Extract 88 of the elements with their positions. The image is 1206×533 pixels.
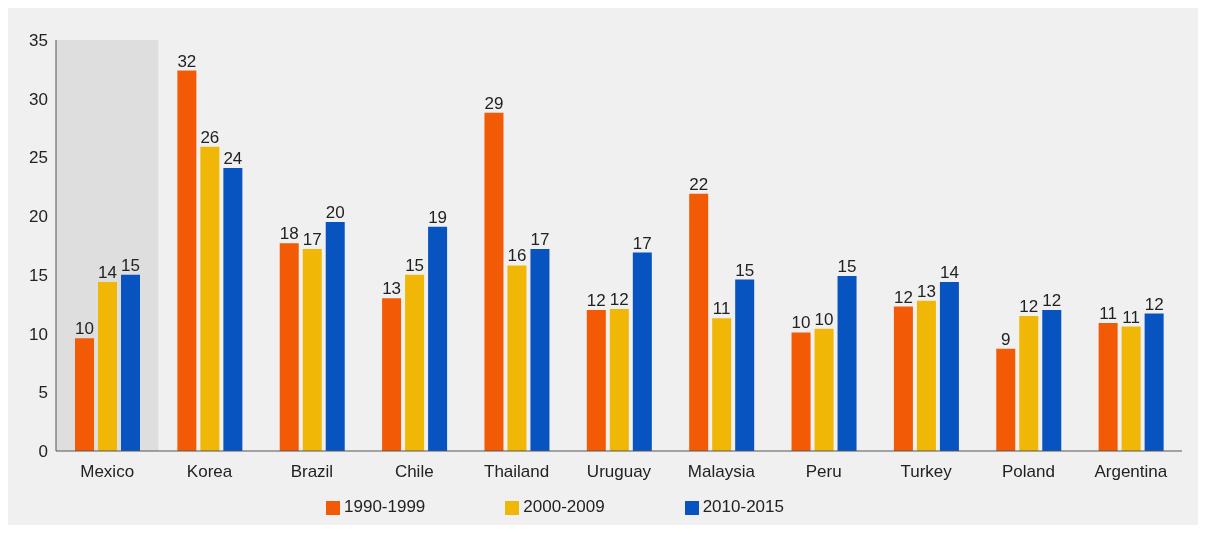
legend-label: 2010-2015 — [702, 497, 784, 516]
bar — [1042, 310, 1062, 451]
bar — [177, 70, 197, 451]
bar — [75, 338, 94, 451]
bar — [609, 308, 629, 451]
data-label: 14 — [939, 262, 959, 282]
data-label: 12 — [609, 289, 629, 309]
y-tick-label: 35 — [29, 31, 48, 51]
y-tick-label: 0 — [38, 442, 48, 462]
bar — [916, 300, 936, 451]
data-label: 12 — [1042, 291, 1062, 311]
data-label: 12 — [1144, 294, 1164, 314]
data-label: 11 — [1122, 307, 1140, 327]
data-label: 10 — [814, 309, 834, 329]
legend-label: 2000-2009 — [523, 497, 605, 516]
data-label: 14 — [98, 262, 117, 282]
bar — [279, 243, 299, 451]
data-label: 17 — [530, 230, 550, 250]
bar — [586, 310, 606, 451]
data-label: 17 — [302, 230, 322, 250]
bar — [893, 306, 913, 451]
bar — [791, 332, 811, 451]
data-label: 12 — [893, 287, 913, 307]
x-tick-label: Mexico — [80, 462, 135, 482]
bar — [507, 265, 527, 451]
data-label: 12 — [1019, 296, 1039, 316]
data-label: 32 — [177, 51, 197, 71]
data-label: 26 — [200, 127, 220, 147]
x-tick-label: Thailand — [484, 462, 550, 482]
bar — [837, 276, 857, 451]
bar — [996, 348, 1016, 451]
x-tick-label: Chile — [394, 462, 434, 482]
data-label: 17 — [632, 233, 652, 253]
data-label: 10 — [75, 319, 94, 339]
bar — [1098, 323, 1118, 451]
data-label: 15 — [121, 255, 140, 275]
y-tick-label: 15 — [29, 265, 48, 285]
y-tick-label: 10 — [29, 324, 48, 344]
x-tick-label: Argentina — [1094, 462, 1168, 482]
data-label: 19 — [428, 207, 448, 227]
bar — [302, 249, 322, 451]
y-tick-label: 20 — [29, 207, 48, 227]
data-label: 11 — [1099, 304, 1117, 323]
data-label: 16 — [507, 246, 527, 266]
x-tick-label: Korea — [186, 462, 233, 482]
bar — [428, 226, 448, 451]
legend-label: 1990-1999 — [344, 497, 426, 516]
bar — [530, 249, 550, 451]
bar — [382, 298, 402, 451]
x-tick-label: Peru — [805, 462, 842, 482]
data-label: 15 — [735, 260, 755, 280]
bar — [712, 318, 732, 451]
bar — [939, 281, 959, 451]
y-tick-label: 5 — [38, 383, 48, 403]
data-label: 22 — [689, 174, 709, 194]
data-label: 10 — [791, 313, 811, 333]
bar — [325, 222, 345, 451]
bar — [814, 328, 834, 451]
data-label: 29 — [484, 93, 504, 113]
bar — [121, 274, 140, 451]
bar — [1019, 315, 1039, 451]
bar — [632, 252, 652, 451]
bar — [484, 112, 504, 451]
y-tick-label: 25 — [29, 148, 48, 168]
bar — [1144, 313, 1164, 451]
bar — [98, 281, 117, 451]
data-label: 24 — [223, 149, 243, 168]
data-label: 18 — [279, 224, 299, 244]
x-tick-label: Poland — [1001, 462, 1055, 482]
data-label: 13 — [916, 281, 936, 301]
data-label: 15 — [405, 255, 425, 275]
bar — [405, 274, 425, 451]
data-label: 13 — [382, 279, 402, 299]
data-label: 11 — [712, 299, 731, 319]
data-label: 12 — [586, 291, 606, 311]
bar — [223, 168, 243, 451]
data-label: 20 — [325, 203, 345, 223]
x-tick-label: Brazil — [290, 462, 334, 482]
bar — [689, 193, 709, 451]
bar — [735, 279, 755, 451]
bar — [200, 146, 220, 451]
y-tick-label: 30 — [29, 89, 48, 109]
data-label: 9 — [1001, 329, 1011, 349]
data-label: 15 — [837, 257, 857, 277]
x-tick-label: Malaysia — [687, 462, 756, 482]
x-tick-label: Uruguay — [586, 462, 652, 482]
x-tick-label: Turkey — [900, 462, 953, 482]
bar — [1121, 326, 1141, 451]
